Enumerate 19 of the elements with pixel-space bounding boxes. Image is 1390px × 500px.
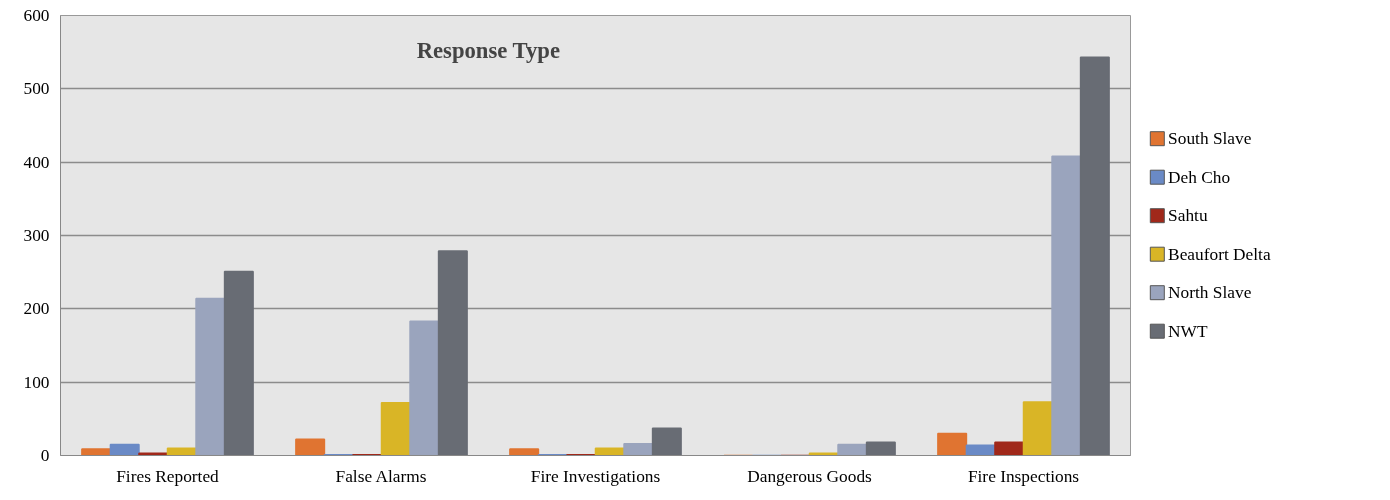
legend-label: South Slave [1168,129,1252,149]
x-tick-label: Dangerous Goods [747,466,873,486]
y-tick-label: 200 [23,299,50,319]
y-tick-label: 600 [23,6,50,25]
y-tick-label: 0 [40,446,50,465]
x-tick-label: Fire Inspections [967,466,1080,486]
y-tick-label: 100 [23,372,50,392]
x-tick-label: Fires Reported [116,466,220,486]
legend-label: NWT [1168,321,1208,341]
y-tick-label: 400 [23,152,50,172]
y-tick-label: 500 [23,79,50,99]
y-tick-label: 300 [23,226,50,245]
legend-label: Sahtu [1168,206,1208,226]
legend-label: Deh Cho [1168,167,1231,187]
x-tick-label: False Alarms [335,466,427,486]
text: Response Type [416,37,560,63]
legend-label: North Slave [1168,283,1252,303]
x-tick-label: Fire Investigations [530,466,661,486]
legend-label: Beaufort Delta [1168,244,1271,264]
